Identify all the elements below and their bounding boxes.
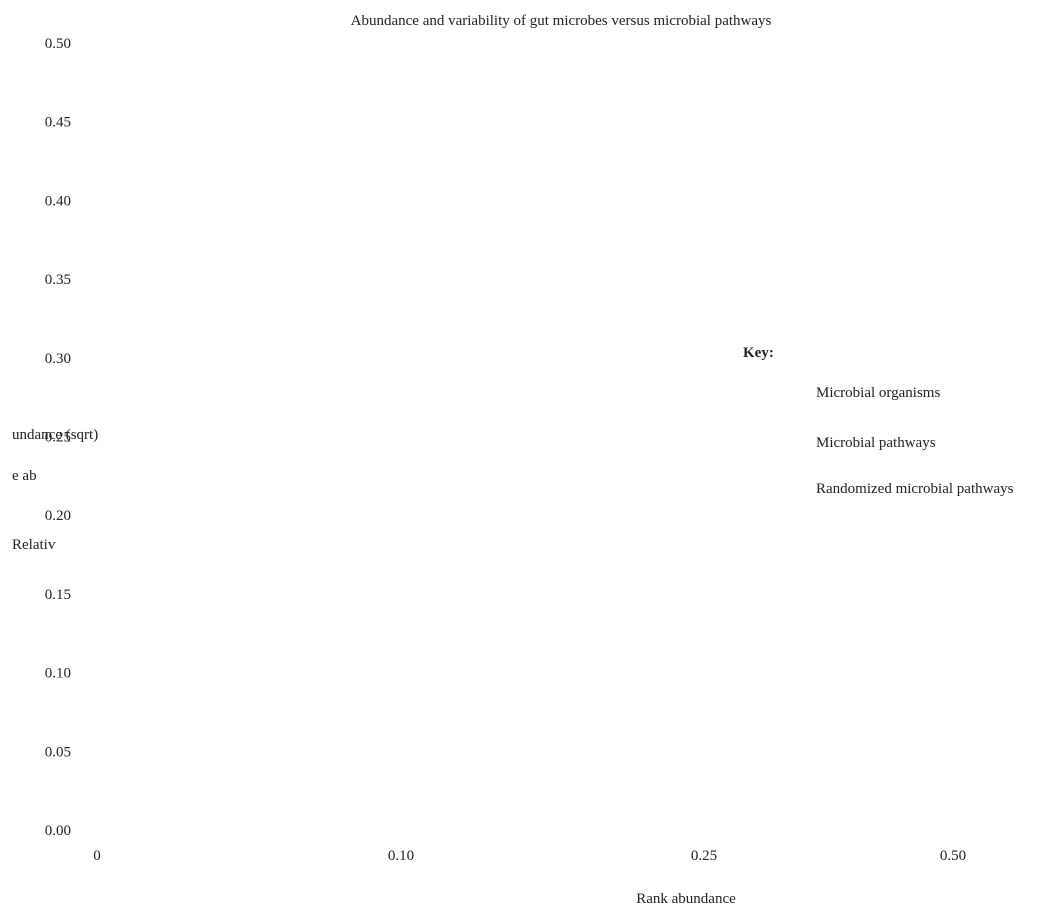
x-axis-label: Rank abundance	[636, 891, 736, 904]
legend-entry-microbial-pathways: Microbial pathways	[816, 435, 936, 451]
y-tick-label: 0.35	[45, 272, 71, 288]
x-tick-label: 0.25	[691, 848, 717, 864]
legend-entry-microbial-organisms: Microbial organisms	[816, 385, 940, 401]
y-tick-label: 0.20	[45, 508, 71, 524]
x-axis-ticks: 0 0.10 0.25 0.50	[93, 848, 966, 864]
x-tick-label: 0.10	[388, 848, 414, 864]
y-tick-label: 0.00	[45, 823, 71, 839]
y-tick-label: 0.30	[45, 351, 71, 367]
y-tick-label: 0.15	[45, 587, 71, 603]
legend: Key: Microbial organisms Microbial pathw…	[743, 345, 1014, 497]
y-tick-label: 0.45	[45, 115, 71, 131]
y-axis-label-line-3: undance (sqrt)	[12, 427, 98, 443]
y-axis-label-line-2: e ab	[12, 468, 37, 484]
chart-title: Abundance and variability of gut microbe…	[351, 13, 772, 29]
y-tick-label: 0.40	[45, 193, 71, 209]
legend-entry-randomized-microbial-pathways: Randomized microbial pathways	[816, 481, 1014, 497]
y-tick-label: 0.10	[45, 666, 71, 682]
y-tick-label: 0.50	[45, 36, 71, 52]
x-tick-label: 0	[93, 848, 101, 864]
y-axis-label-line-1: Relativ	[12, 537, 56, 553]
legend-title: Key:	[743, 345, 774, 361]
x-tick-label: 0.50	[940, 848, 966, 864]
y-axis-label: Relativ e ab undance (sqrt)	[12, 427, 98, 553]
y-tick-label: 0.05	[45, 744, 71, 760]
y-axis-ticks: 0.00 0.05 0.10 0.15 0.20 0.25 0.30 0.35 0.40 0.45…	[45, 36, 71, 839]
y-tick-label: 0.25	[45, 430, 71, 446]
